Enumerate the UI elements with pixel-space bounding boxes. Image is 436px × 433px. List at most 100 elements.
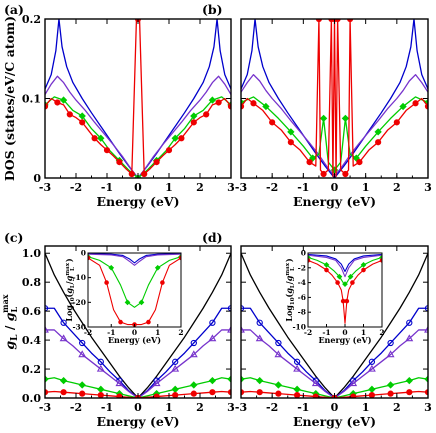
x-tick-label: 2 [196,181,204,194]
series-1-line [241,74,428,177]
series-1-point [79,339,86,347]
inset-y-label-part: L [290,284,296,288]
y-label-part: / [2,321,17,334]
series-3-point [412,100,419,107]
y-label-part: L [9,306,19,312]
x-tick-label: 1 [165,401,173,414]
series-2-point [208,96,217,104]
inset-series-1-line [308,254,382,278]
x-tick-label: 0 [134,401,142,414]
inset-series-3-point [350,280,355,285]
series-2-point [78,350,87,358]
series-2-point [319,114,328,123]
series-3-point [274,381,283,389]
series-3-point [356,159,363,166]
series-2-point [274,350,283,358]
y-tick-label: 0.2 [22,363,41,376]
x-tick-label: 2 [196,401,204,414]
series-2-point [59,334,68,342]
series-2-point [367,364,376,372]
inset-series-3-point [160,280,165,285]
x-tick-label: 1 [362,401,370,414]
x-axis-label: Energy (eV) [293,414,376,429]
x-tick-label: 2 [393,401,401,414]
x-tick-label: -1 [297,181,309,194]
panel-label: (b) [202,2,223,17]
inset-y-tick-label: -4 [298,278,306,287]
series-2-point [349,379,358,387]
series-2-line [45,96,231,178]
series-3-point [141,170,148,178]
x-tick-label: -2 [266,181,278,194]
inset-x-tick-label: 1 [361,328,366,337]
inset-y-tick-label: -8 [298,308,306,317]
inset-y-label-part: ( [64,293,74,297]
series-3-point [393,119,400,126]
series-1-point [256,319,263,326]
x-tick-label: 3 [227,401,235,414]
series-2-point [399,102,407,111]
series-1-point [368,358,376,365]
series-2-point [424,325,428,333]
x-tick-label: -1 [297,401,309,414]
series-3-point [405,376,413,385]
series-1-point [275,339,282,347]
series-2-point [78,112,86,120]
y-label-part: g [2,312,17,321]
inset-series-3-point [146,319,151,325]
series-2-point [287,128,295,136]
inset-series-2-line [88,256,181,308]
series-2-line [241,329,428,398]
series-2-point [386,350,395,358]
series-3-point [250,100,257,107]
series-4-point [275,390,282,397]
inset-y-label-part: L [70,267,76,271]
series-4-point [294,392,301,398]
inset-series-3-line [308,259,382,324]
y-label-part: max [0,294,10,313]
plot-area [45,19,231,178]
series-2-point [59,96,68,104]
x-tick-label: 3 [424,401,432,414]
y-tick-label: 0 [33,172,41,185]
series-3-point [227,375,231,383]
inset-y-label-part: max [65,262,71,275]
inset-background [88,253,181,327]
inset-y-tick-label: -10 [292,323,306,332]
series-3-point [256,376,264,385]
x-tick-label: -1 [101,401,113,414]
inset-y-label-part: g [284,275,294,281]
inset-series-1-line [88,253,181,266]
inset-x-tick-label: -1 [322,328,330,337]
series-2-point [405,334,414,342]
inset-y-label-part: L [70,284,76,288]
series-3-point [306,159,313,166]
x-tick-label: -2 [70,401,82,414]
y-tick-label: 0.0 [22,392,41,405]
x-tick-label: 2 [393,181,401,194]
inset-y-label-part: Log [64,305,74,322]
panel-label: (d) [202,230,223,245]
series-3-line [45,377,231,398]
inset-y-tick-label: -30 [72,323,86,332]
series-4-point [387,390,394,397]
series-3-point [171,385,179,393]
inset-series-3-point [361,267,366,273]
x-tick-label: -3 [235,181,247,194]
inset-y-label-part: ) [64,258,74,262]
series-3-point [368,385,376,393]
series-3-point [116,159,123,166]
series-3-point [165,147,173,154]
series-0-line [241,19,428,178]
inset-series-2-point [342,281,348,287]
series-2-point [262,102,270,111]
series-3-point [269,119,276,126]
series-2-point [311,379,320,387]
inset-series-2-point [336,273,343,280]
series-2-point [189,350,198,358]
inset-x-tick-label: 0 [342,328,347,337]
x-tick-label: -2 [266,401,278,414]
